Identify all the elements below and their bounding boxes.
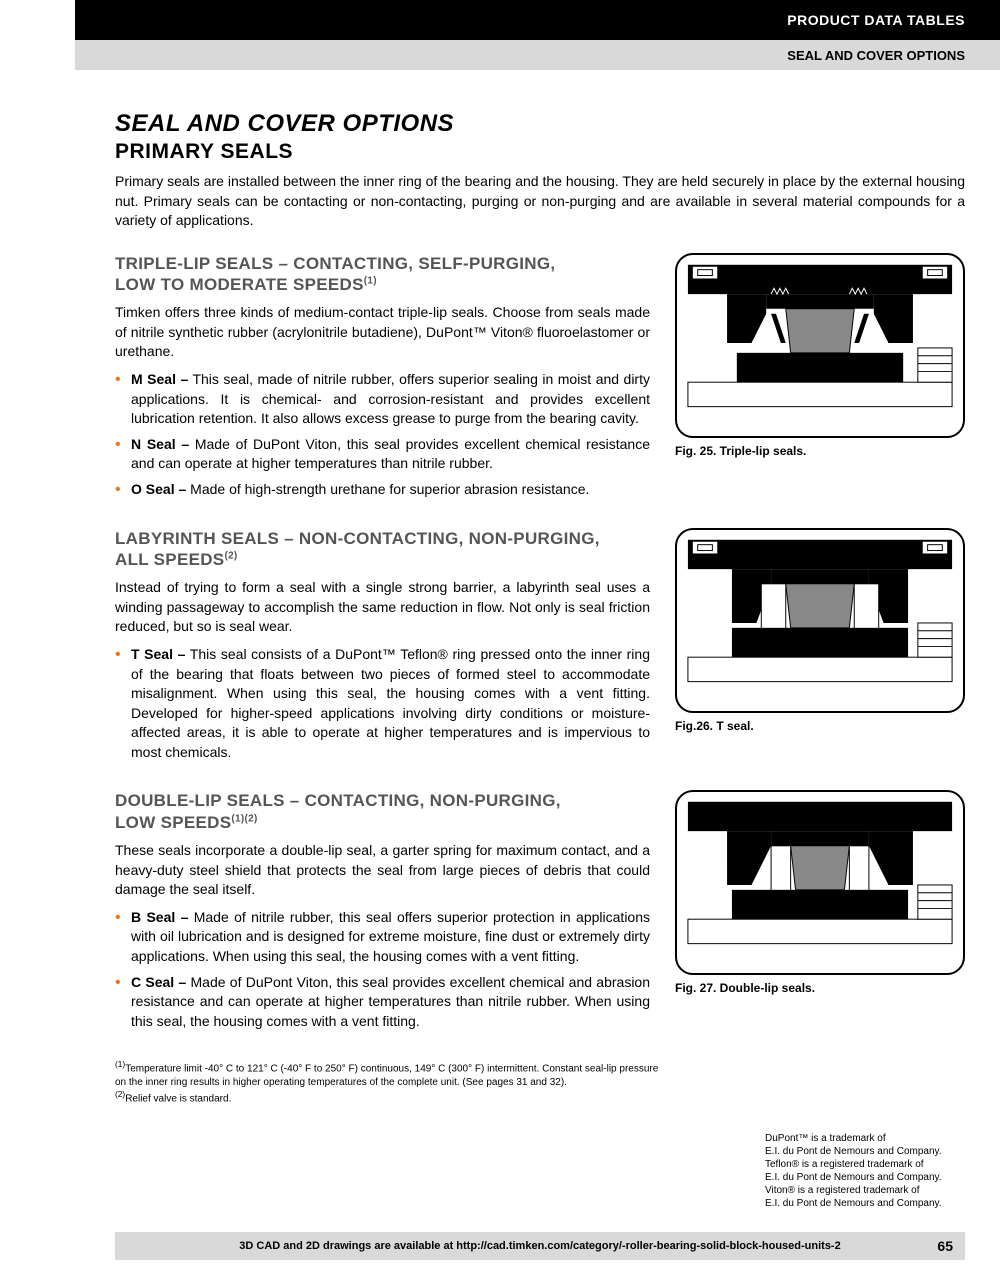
footer-bar: 3D CAD and 2D drawings are available at … bbox=[115, 1232, 965, 1260]
bullet-list: M Seal – This seal, made of nitrile rubb… bbox=[115, 370, 650, 500]
section-labyrinth: LABYRINTH SEALS – NON-CONTACTING, NON-PU… bbox=[115, 528, 965, 769]
bullet-list: B Seal – Made of nitrile rubber, this se… bbox=[115, 908, 650, 1032]
figure-caption: Fig.26. T seal. bbox=[675, 719, 965, 733]
list-item: M Seal – This seal, made of nitrile rubb… bbox=[131, 370, 650, 429]
main-title: SEAL AND COVER OPTIONS bbox=[115, 110, 965, 138]
t-seal-diagram-icon bbox=[677, 530, 963, 711]
page-number: 65 bbox=[937, 1238, 953, 1254]
section-triple-lip: TRIPLE-LIP SEALS – CONTACTING, SELF-PURG… bbox=[115, 253, 965, 506]
section-heading: LABYRINTH SEALS – NON-CONTACTING, NON-PU… bbox=[115, 528, 650, 571]
intro-paragraph: Primary seals are installed between the … bbox=[115, 172, 965, 231]
triple-lip-diagram-icon bbox=[677, 255, 963, 436]
section-body: Instead of trying to form a seal with a … bbox=[115, 578, 650, 637]
list-item: B Seal – Made of nitrile rubber, this se… bbox=[131, 908, 650, 967]
bullet-list: T Seal – This seal consists of a DuPont™… bbox=[115, 645, 650, 763]
footer-text: 3D CAD and 2D drawings are available at … bbox=[239, 1240, 840, 1252]
figure-box bbox=[675, 253, 965, 438]
trademark-notice: DuPont™ is a trademark of E.I. du Pont d… bbox=[765, 1132, 965, 1210]
double-lip-diagram-icon bbox=[677, 792, 963, 973]
list-item: T Seal – This seal consists of a DuPont™… bbox=[131, 645, 650, 763]
figure-box bbox=[675, 790, 965, 975]
section-heading: TRIPLE-LIP SEALS – CONTACTING, SELF-PURG… bbox=[115, 253, 650, 296]
figure-caption: Fig. 27. Double-lip seals. bbox=[675, 981, 965, 995]
section-double-lip: DOUBLE-LIP SEALS – CONTACTING, NON-PURGI… bbox=[115, 790, 965, 1037]
header-black-bar: PRODUCT DATA TABLES bbox=[75, 0, 1000, 40]
sub-title: PRIMARY SEALS bbox=[115, 140, 965, 164]
header-gray-bar: SEAL AND COVER OPTIONS bbox=[75, 40, 1000, 70]
figure-box bbox=[675, 528, 965, 713]
page-content: SEAL AND COVER OPTIONS PRIMARY SEALS Pri… bbox=[0, 70, 1000, 1105]
list-item: C Seal – Made of DuPont Viton, this seal… bbox=[131, 973, 650, 1032]
list-item: N Seal – Made of DuPont Viton, this seal… bbox=[131, 435, 650, 474]
footnotes: (1)Temperature limit -40° C to 121° C (-… bbox=[115, 1059, 965, 1105]
section-heading: DOUBLE-LIP SEALS – CONTACTING, NON-PURGI… bbox=[115, 790, 650, 833]
figure-caption: Fig. 25. Triple-lip seals. bbox=[675, 444, 965, 458]
section-body: These seals incorporate a double-lip sea… bbox=[115, 841, 650, 900]
section-body: Timken offers three kinds of medium-cont… bbox=[115, 303, 650, 362]
list-item: O Seal – Made of high-strength urethane … bbox=[131, 480, 650, 500]
